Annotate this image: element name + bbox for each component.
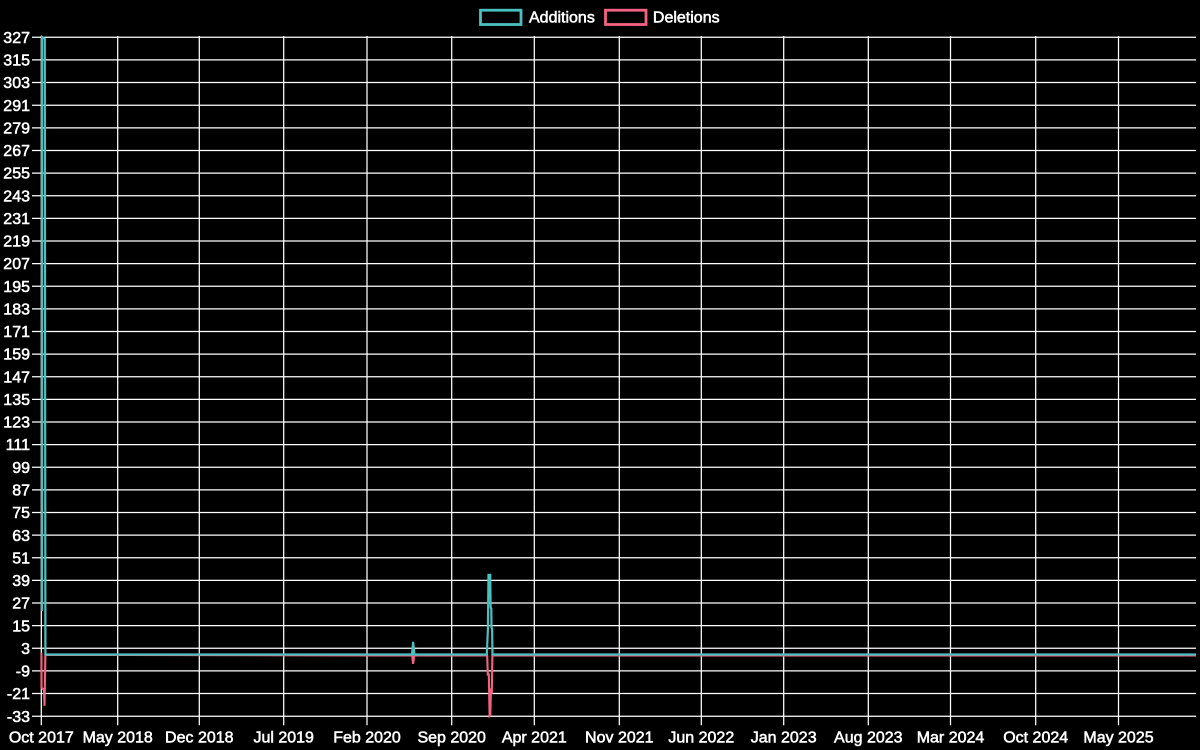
svg-text:171: 171: [3, 324, 30, 341]
svg-text:51: 51: [12, 550, 30, 567]
svg-text:231: 231: [3, 211, 30, 228]
svg-text:87: 87: [12, 482, 30, 499]
svg-text:195: 195: [3, 279, 30, 296]
svg-text:99: 99: [12, 460, 30, 477]
svg-text:Oct 2024: Oct 2024: [1003, 730, 1068, 747]
svg-text:135: 135: [3, 392, 30, 409]
svg-text:243: 243: [3, 188, 30, 205]
svg-text:267: 267: [3, 143, 30, 160]
svg-text:-9: -9: [16, 664, 30, 681]
svg-text:Additions: Additions: [529, 10, 595, 27]
svg-text:303: 303: [3, 75, 30, 92]
svg-text:May 2025: May 2025: [1083, 730, 1153, 747]
svg-text:159: 159: [3, 347, 30, 364]
svg-text:183: 183: [3, 301, 30, 318]
svg-text:255: 255: [3, 166, 30, 183]
svg-text:219: 219: [3, 234, 30, 251]
svg-text:39: 39: [12, 573, 30, 590]
svg-text:27: 27: [12, 596, 30, 613]
svg-text:315: 315: [3, 53, 30, 70]
svg-text:Mar 2024: Mar 2024: [917, 730, 985, 747]
svg-text:15: 15: [12, 618, 30, 635]
svg-text:Feb 2020: Feb 2020: [333, 730, 401, 747]
svg-text:Sep 2020: Sep 2020: [417, 730, 486, 747]
svg-text:291: 291: [3, 98, 30, 115]
svg-text:279: 279: [3, 120, 30, 137]
svg-text:Jun 2022: Jun 2022: [668, 730, 734, 747]
svg-text:-21: -21: [7, 686, 30, 703]
svg-text:Dec 2018: Dec 2018: [165, 730, 234, 747]
svg-text:207: 207: [3, 256, 30, 273]
svg-text:Jul 2019: Jul 2019: [253, 730, 314, 747]
svg-text:Oct 2017: Oct 2017: [9, 730, 74, 747]
svg-text:75: 75: [12, 505, 30, 522]
svg-text:Jan 2023: Jan 2023: [751, 730, 817, 747]
svg-text:-33: -33: [7, 709, 30, 726]
svg-text:111: 111: [6, 437, 30, 454]
svg-text:3: 3: [21, 641, 30, 658]
svg-text:63: 63: [12, 528, 30, 545]
svg-text:May 2018: May 2018: [83, 730, 153, 747]
svg-text:Nov 2021: Nov 2021: [585, 730, 654, 747]
svg-text:123: 123: [3, 415, 30, 432]
svg-text:Deletions: Deletions: [653, 10, 720, 27]
svg-text:147: 147: [3, 369, 30, 386]
svg-text:Aug 2023: Aug 2023: [834, 730, 903, 747]
svg-text:Apr 2021: Apr 2021: [502, 730, 567, 747]
svg-text:327: 327: [3, 30, 30, 47]
